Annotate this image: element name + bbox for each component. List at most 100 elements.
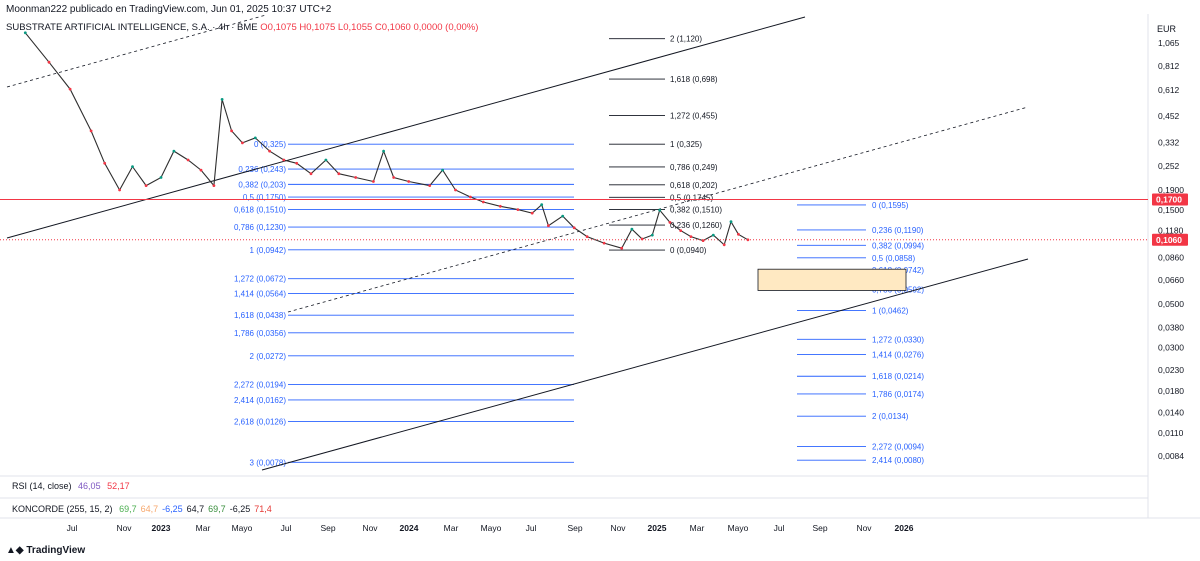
- price-tick-label: 0,332: [1158, 137, 1180, 147]
- price-tick-label: 0,1180: [1158, 226, 1184, 236]
- price-point: [253, 136, 257, 140]
- fib-level-label: 2 (0,0272): [250, 352, 287, 361]
- price-point: [668, 221, 672, 224]
- currency-label: EUR: [1156, 24, 1176, 34]
- fib-level-label: 1,786 (0,0174): [872, 390, 924, 399]
- price-point: [172, 149, 176, 153]
- upper-trendline: [6, 16, 806, 239]
- price-point: [454, 188, 457, 192]
- price-point: [268, 149, 271, 153]
- price-point: [729, 220, 733, 224]
- price-point: [602, 241, 606, 245]
- middle-dashed-channel: [287, 106, 1029, 313]
- time-tick-label: Nov: [856, 523, 872, 533]
- price-level-tag: [1152, 233, 1188, 246]
- price-point: [498, 204, 502, 208]
- price-point: [159, 176, 163, 179]
- koncorde-value: 69,7: [208, 504, 226, 514]
- fib-level-label: 3 (0,0078): [250, 458, 287, 467]
- fib-level-label: 0 (0,325): [254, 140, 286, 149]
- fib-level-label: 1,414 (0,0276): [872, 351, 924, 360]
- price-point: [324, 158, 328, 162]
- price-point: [47, 60, 51, 64]
- price-point: [407, 180, 411, 183]
- price-point: [382, 149, 385, 153]
- price-tick-label: 0,0140: [1158, 407, 1184, 417]
- symbol-name: SUBSTRATE ARTIFICIAL INTELLIGENCE, S.A. …: [6, 22, 258, 33]
- fib-level-label: 0,5 (0,0858): [872, 254, 915, 263]
- time-tick-label: 2026: [895, 523, 914, 533]
- price-point: [561, 214, 565, 218]
- koncorde-value: -6,25: [229, 504, 251, 514]
- price-point: [630, 227, 634, 231]
- tv-logo-icon: ▲◆: [6, 545, 24, 556]
- fib-level-label: 0 (0,0940): [670, 246, 707, 255]
- price-line: [24, 32, 749, 249]
- koncorde-value: 64,7: [186, 504, 205, 514]
- ohlc-values: O0,1075 H0,1075 L0,1055 C0,1060 0,0000 (…: [260, 22, 479, 33]
- price-point: [354, 176, 358, 179]
- price-level-label: 0,1060: [1156, 235, 1182, 245]
- time-tick-label: Mayo: [232, 523, 253, 533]
- price-tick-label: 0,0180: [1158, 386, 1184, 396]
- price-tick-label: 0,1500: [1158, 205, 1184, 215]
- price-point: [530, 211, 534, 215]
- brand-text: TradingView: [26, 545, 86, 556]
- time-tick-label: Jul: [526, 523, 537, 533]
- trendline-layer: [6, 14, 1029, 471]
- fib-level-label: 1,786 (0,0356): [234, 329, 286, 338]
- price-tick-label: 0,0500: [1158, 299, 1184, 309]
- price-point: [620, 246, 624, 250]
- time-tick-label: Jul: [281, 523, 292, 533]
- koncorde-label: KONCORDE (255, 15, 2): [12, 504, 113, 514]
- rsi-value-2: 52,17: [107, 481, 130, 491]
- rsi-legend[interactable]: RSI (14, close) 46,05 52,17: [12, 481, 130, 491]
- fib-level-label: 1,272 (0,0330): [872, 335, 924, 344]
- price-point: [309, 172, 313, 176]
- price-point: [186, 158, 190, 162]
- fib-level-label: 0 (0,1595): [872, 201, 909, 210]
- koncorde-value: 64,7: [140, 504, 159, 514]
- price-level-tag: [1152, 193, 1188, 206]
- fib-level-label: 2,272 (0,0194): [234, 381, 286, 390]
- target-zone-box: [757, 268, 907, 291]
- time-tick-label: Jul: [67, 523, 78, 533]
- fib-level-label: 1 (0,0462): [872, 307, 909, 316]
- lower-trendline: [261, 258, 1029, 471]
- price-point: [337, 172, 341, 176]
- fib-level-label: 1,618 (0,698): [670, 75, 718, 84]
- price-point: [441, 168, 444, 172]
- fib-level-label: 2,414 (0,0162): [234, 396, 286, 405]
- fib-level-label: 1,272 (0,0672): [234, 275, 286, 284]
- fib-level-label: 2,272 (0,0094): [872, 442, 924, 451]
- fib-level-label: 1 (0,0942): [250, 246, 287, 255]
- time-tick-label: Mayo: [728, 523, 749, 533]
- price-point: [540, 203, 544, 207]
- fib-level-label: 0,236 (0,243): [238, 165, 286, 174]
- fib-level-label: 0,382 (0,203): [238, 180, 286, 189]
- symbol-info: SUBSTRATE ARTIFICIAL INTELLIGENCE, S.A. …: [6, 22, 478, 33]
- price-point: [585, 235, 589, 239]
- time-tick-label: 2025: [648, 523, 667, 533]
- price-level-label: 0,1700: [1156, 194, 1182, 204]
- time-tick-label: Sep: [320, 523, 335, 533]
- price-tick-label: 0,0230: [1158, 365, 1184, 375]
- fib-level-label: 2 (0,0134): [872, 412, 909, 421]
- price-tick-label: 0,452: [1158, 111, 1180, 121]
- price-tick-label: 0,0110: [1158, 428, 1184, 438]
- time-tick-label: Mayo: [481, 523, 502, 533]
- price-point: [118, 188, 121, 192]
- price-point: [737, 232, 740, 236]
- fib-level-label: 0,5 (0,1745): [670, 193, 713, 202]
- time-tick-label: Jul: [774, 523, 785, 533]
- koncorde-legend[interactable]: KONCORDE (255, 15, 2) 69,7 64,7 -6,25 64,7 6…: [12, 504, 272, 514]
- rsi-label: RSI (14, close): [12, 481, 72, 491]
- price-point: [650, 233, 654, 237]
- price-point: [428, 184, 432, 188]
- upper-dashed-channel: [6, 14, 267, 88]
- time-tick-label: 2024: [400, 523, 419, 533]
- price-point: [295, 161, 299, 165]
- price-point: [392, 176, 396, 179]
- time-tick-label: Mar: [444, 523, 459, 533]
